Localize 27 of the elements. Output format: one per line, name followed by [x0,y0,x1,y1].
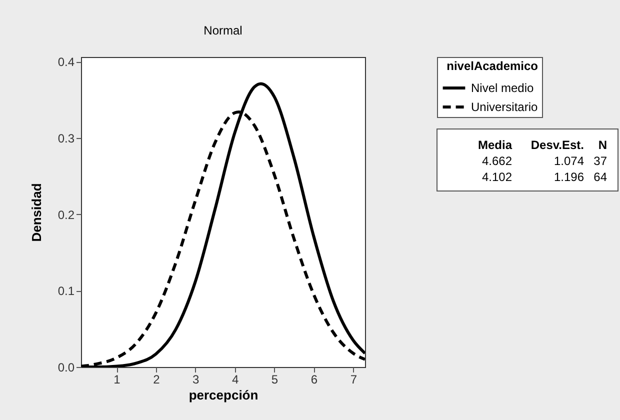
y-tick-label: 0.4 [58,55,75,70]
text: 37 [594,154,608,168]
text: 4.102 [482,170,512,184]
y-tick-label: 0.0 [58,360,75,374]
text: 1.196 [554,170,584,184]
text: N [598,138,607,152]
text: Media [478,138,512,152]
chart-title: Normal [204,24,242,38]
y-axis-title: Densidad [28,183,44,242]
legend-title: nivelAcademico [446,59,538,73]
text: 1.074 [554,154,584,168]
x-tick-label: 7 [350,372,358,386]
x-tick-label: 4 [232,372,239,386]
text: Desv.Est. [530,138,584,152]
x-tick-label: 6 [310,372,318,386]
x-tick-label: 3 [192,372,200,386]
legend-label: Universitario [471,100,538,114]
y-tick-label: 0.3 [58,131,75,146]
x-tick-label: 1 [114,372,121,386]
x-tick-label: 5 [271,372,278,386]
legend-label: Nivel medio [471,81,534,95]
text: 64 [594,170,608,184]
y-tick-label: 0.2 [58,208,75,222]
x-axis-title: percepción [188,388,258,402]
x-tick-label: 2 [153,372,160,386]
text: 4.662 [482,154,512,168]
y-tick-label: 0.1 [58,284,75,298]
